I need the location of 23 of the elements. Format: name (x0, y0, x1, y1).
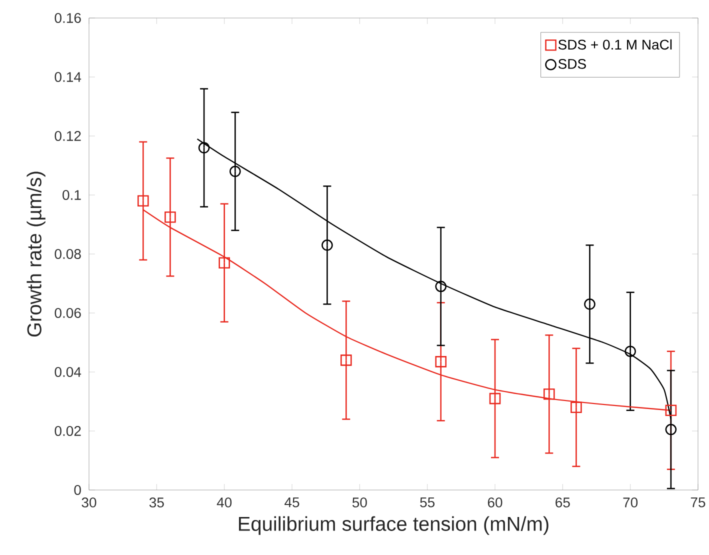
y-tick-label: 0.08 (54, 249, 81, 259)
x-tick-label: 40 (216, 498, 232, 508)
x-tick-label: 50 (352, 498, 367, 508)
x-axis-title: Equilibrium surface tension (mN/m) (238, 516, 548, 535)
x-tick-label: 65 (556, 498, 570, 508)
x-tick-label: 60 (488, 498, 502, 508)
x-tick-label: 55 (420, 498, 435, 508)
y-tick-label: 0.06 (54, 308, 81, 318)
x-tick-label: 30 (82, 498, 96, 508)
y-tick-label: 0.04 (54, 367, 82, 377)
y-tick-label: 0 (74, 485, 81, 495)
y-tick-label: 0.02 (54, 426, 81, 436)
x-tick-label: 35 (149, 498, 164, 508)
y-tick-label: 0.14 (54, 72, 82, 82)
legend-label: SDS + 0.1 M NaCl (558, 39, 672, 50)
y-axis-title: Growth rate (µm/s) (26, 172, 46, 337)
legend-label: SDS (558, 58, 586, 69)
x-tick-label: 70 (623, 498, 638, 508)
x-tick-label: 45 (284, 498, 300, 508)
y-tick-label: 0.16 (54, 13, 81, 23)
y-tick-label: 0.1 (62, 190, 81, 200)
x-tick-label: 75 (690, 498, 706, 508)
y-tick-label: 0.12 (54, 131, 81, 141)
